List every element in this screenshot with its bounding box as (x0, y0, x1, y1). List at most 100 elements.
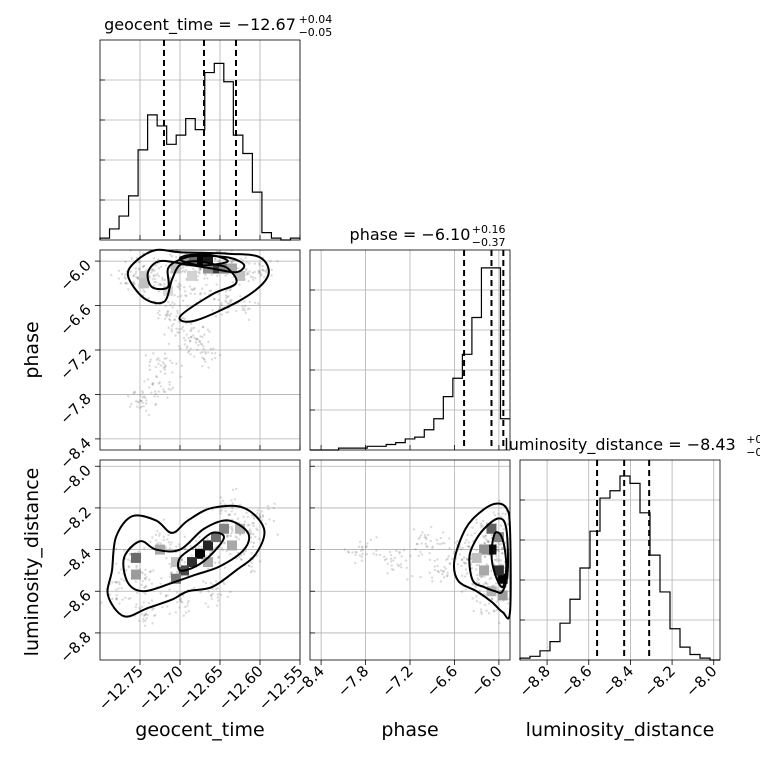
sample-point (204, 602, 207, 605)
sample-point (273, 502, 276, 506)
sample-point (404, 559, 408, 562)
sample-point (186, 601, 189, 604)
sample-point (181, 266, 185, 269)
sample-point (136, 405, 139, 408)
sample-point (206, 537, 209, 541)
sample-point (186, 305, 189, 308)
tick-label-x: −6.0 (467, 662, 505, 700)
sample-point (222, 542, 226, 545)
sample-point (118, 583, 121, 586)
sample-point (480, 612, 484, 615)
sample-point (178, 287, 181, 291)
sample-point (442, 570, 445, 573)
sample-point (487, 602, 491, 605)
sample-point (191, 334, 195, 337)
sample-point (125, 282, 129, 285)
sample-point (218, 306, 222, 309)
sample-point (143, 624, 147, 627)
sample-point (175, 545, 178, 548)
axis-labels: geocent_time phase luminosity_distancephas… (21, 321, 714, 741)
sample-point (141, 396, 144, 399)
sample-point (165, 357, 168, 360)
sample-point (454, 541, 458, 544)
sample-point (238, 283, 241, 286)
sample-point (167, 300, 170, 304)
sample-point (179, 597, 183, 601)
sample-point (199, 342, 203, 345)
sample-point (257, 270, 261, 273)
sample-point (159, 385, 163, 388)
sample-point (499, 542, 503, 546)
sample-point (250, 513, 254, 517)
sample-point (166, 310, 169, 314)
sample-point (230, 261, 234, 264)
sample-point (228, 299, 232, 302)
sample-point (149, 358, 152, 361)
sample-point (206, 328, 210, 332)
sample-point (357, 545, 361, 549)
sample-point (138, 260, 141, 263)
sample-point (448, 546, 451, 550)
sample-point (167, 313, 170, 316)
sample-point (159, 283, 162, 287)
sample-point (220, 546, 224, 550)
sample-point (264, 269, 268, 272)
sample-point (159, 542, 162, 545)
sample-point (246, 307, 250, 311)
sample-point (178, 545, 181, 548)
sample-point (227, 295, 230, 298)
sample-point (219, 512, 222, 515)
sample-point (135, 603, 138, 606)
sample-point (395, 549, 398, 553)
sample-point (176, 312, 179, 315)
sample-point (225, 534, 229, 537)
sample-point (150, 271, 153, 274)
sample-point (500, 546, 504, 550)
density-cell (203, 256, 213, 267)
sample-point (132, 392, 135, 395)
sample-point (214, 352, 217, 355)
sample-point (136, 591, 139, 595)
sample-point (229, 288, 232, 291)
sample-point (158, 313, 162, 317)
sample-point (492, 584, 496, 587)
sample-point (240, 558, 243, 561)
sample-point (127, 565, 130, 568)
sample-point (253, 301, 257, 304)
sample-point (142, 614, 146, 618)
sample-point (207, 351, 210, 354)
sample-point (231, 530, 234, 533)
sample-point (140, 399, 143, 403)
sample-point (249, 533, 253, 536)
sample-point (165, 315, 168, 318)
sample-point (262, 269, 266, 273)
sample-point (443, 542, 446, 545)
density-cell (203, 540, 213, 551)
sample-point (471, 526, 474, 529)
x-axis-label-geocent_time: geocent_time (135, 719, 264, 741)
sample-point (215, 587, 218, 591)
sample-point (124, 260, 127, 264)
sample-point (179, 375, 183, 379)
sample-point (197, 545, 201, 548)
sample-point (495, 557, 499, 561)
sample-point (154, 402, 157, 406)
sample-point (142, 620, 145, 623)
sample-point (189, 292, 192, 295)
sample-point (405, 566, 408, 570)
sample-point (248, 523, 251, 527)
sample-point (466, 533, 469, 537)
sample-point (504, 512, 507, 516)
sample-point (149, 540, 152, 544)
sample-point (466, 558, 469, 561)
sample-point (483, 575, 486, 578)
sample-point (158, 532, 161, 535)
histogram-luminosity_distance (519, 475, 720, 661)
sample-point (171, 306, 174, 309)
sample-point (244, 311, 247, 315)
sample-point (360, 555, 364, 558)
sample-point (145, 616, 148, 620)
sample-point (467, 541, 471, 544)
sample-point (247, 318, 251, 322)
sample-point (168, 546, 172, 550)
